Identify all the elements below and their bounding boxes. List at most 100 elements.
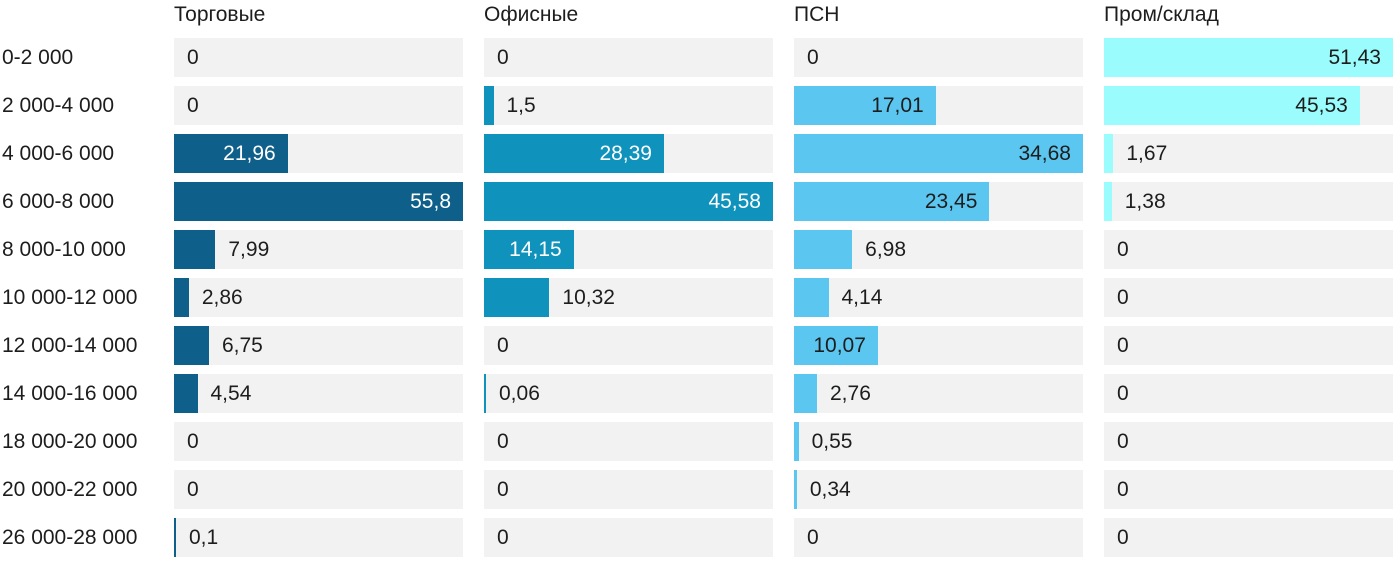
row-label: 20 000-22 000 — [2, 477, 138, 501]
value-label: 0 — [1117, 334, 1129, 357]
chart-row: 12 000-14 000 6,75 0 10,07 0 — [0, 326, 1400, 365]
value-label: 28,39 — [599, 142, 652, 165]
bar — [794, 374, 817, 413]
value-label: 23,45 — [924, 190, 978, 213]
chart-row: 8 000-10 000 7,99 14,15 6,98 0 — [0, 230, 1400, 269]
bar-track: 0 — [1104, 518, 1393, 557]
bar-track: 0 — [174, 38, 463, 77]
value-label: 14,15 — [509, 238, 562, 261]
bar — [794, 278, 829, 317]
bar — [1104, 86, 1360, 125]
chart-row: 0-2 000 0 0 0 51,43 — [0, 38, 1400, 77]
value-label: 0,1 — [189, 526, 219, 549]
chart-rows: 0-2 000 0 0 0 51,43 2 000-4 000 0 1,5 17,01 45,53… — [0, 38, 1400, 557]
bar-track: 1,38 — [1104, 182, 1393, 221]
bar — [484, 86, 494, 125]
value-label: 0,06 — [499, 382, 540, 405]
row-label: 8 000-10 000 — [2, 237, 126, 261]
value-label: 55,8 — [410, 190, 451, 213]
bar-track: 0 — [1104, 326, 1393, 365]
bar-track: 45,58 — [484, 182, 773, 221]
bar — [174, 278, 189, 317]
value-label: 0 — [1117, 478, 1129, 501]
value-label: 6,75 — [221, 334, 263, 357]
column-header-prom-sklad: Пром/склад — [1104, 3, 1219, 26]
chart-row: 4 000-6 000 21,96 28,39 34,68 1,67 — [0, 134, 1400, 173]
value-label: 1,5 — [506, 94, 536, 117]
bar — [484, 230, 574, 269]
bar-track: 1,67 — [1104, 134, 1393, 173]
value-label: 0 — [497, 334, 509, 357]
bar-track: 7,99 — [174, 230, 463, 269]
value-label: 0 — [1117, 238, 1129, 261]
bar-track: 28,39 — [484, 134, 773, 173]
column-header-psn: ПСН — [794, 3, 840, 26]
bar — [1104, 182, 1112, 221]
value-label: 45,53 — [1295, 94, 1348, 117]
value-label: 0 — [1117, 430, 1129, 453]
bar-track: 55,8 — [174, 182, 463, 221]
bar-track: 0 — [174, 470, 463, 509]
chart-row: 26 000-28 000 0,1 0 0 0 — [0, 518, 1400, 557]
bar-track: 10,07 — [794, 326, 1083, 365]
bar-track: 34,68 — [794, 134, 1083, 173]
value-label: 0 — [497, 46, 509, 69]
bar — [794, 182, 990, 221]
value-label: 0 — [497, 526, 509, 549]
bar — [794, 422, 799, 461]
bar-track: 0 — [1104, 230, 1393, 269]
value-label: 0 — [187, 46, 199, 69]
bar-track: 4,54 — [174, 374, 463, 413]
value-label: 6,98 — [865, 238, 907, 261]
bar-track: 0 — [484, 38, 773, 77]
value-label: 4,54 — [210, 382, 252, 405]
column-header-ofisnye: Офисные — [484, 3, 579, 26]
row-label: 10 000-12 000 — [2, 285, 138, 309]
bar-track: 0,34 — [794, 470, 1083, 509]
chart-row: 2 000-4 000 0 1,5 17,01 45,53 — [0, 86, 1400, 125]
chart-row: 20 000-22 000 0 0 0,34 0 — [0, 470, 1400, 509]
bar-track: 45,53 — [1104, 86, 1393, 125]
bar — [174, 518, 176, 557]
row-label: 4 000-6 000 — [2, 141, 115, 165]
value-label: 34,68 — [1018, 142, 1071, 165]
bar — [1104, 134, 1114, 173]
bar-track: 1,5 — [484, 86, 773, 125]
bar-track: 14,15 — [484, 230, 773, 269]
bar-track: 0 — [794, 38, 1083, 77]
value-label: 51,43 — [1328, 46, 1381, 69]
bar-track: 0 — [484, 470, 773, 509]
bar — [794, 470, 797, 509]
bar — [484, 182, 773, 221]
bar — [794, 326, 878, 365]
row-label: 14 000-16 000 — [2, 381, 138, 405]
value-label: 1,67 — [1126, 142, 1168, 165]
chart-row: 14 000-16 000 4,54 0,06 2,76 0 — [0, 374, 1400, 413]
bar — [484, 134, 664, 173]
bar — [174, 134, 288, 173]
chart-row: 6 000-8 000 55,8 45,58 23,45 1,38 — [0, 182, 1400, 221]
bar-track: 17,01 — [794, 86, 1083, 125]
value-label: 0 — [187, 94, 199, 117]
bar-track: 23,45 — [794, 182, 1083, 221]
value-label: 0 — [1117, 286, 1129, 309]
bar-track: 0 — [484, 422, 773, 461]
row-label: 6 000-8 000 — [2, 189, 115, 213]
value-label: 0,34 — [809, 478, 851, 501]
bar-track: 0 — [794, 518, 1083, 557]
value-label: 21,96 — [223, 142, 276, 165]
bar — [1104, 38, 1393, 77]
chart-row: 10 000-12 000 2,86 10,32 4,14 0 — [0, 278, 1400, 317]
bar-track: 6,98 — [794, 230, 1083, 269]
bar — [794, 86, 936, 125]
bar — [794, 230, 853, 269]
bar-track: 0 — [174, 422, 463, 461]
row-label: 18 000-20 000 — [2, 429, 138, 453]
row-label: 26 000-28 000 — [2, 525, 138, 549]
value-label: 0 — [807, 526, 819, 549]
value-label: 2,86 — [201, 286, 243, 309]
bar-track: 0,1 — [174, 518, 463, 557]
bar — [484, 374, 486, 413]
bar-track: 4,14 — [794, 278, 1083, 317]
bar-track: 0 — [1104, 374, 1393, 413]
